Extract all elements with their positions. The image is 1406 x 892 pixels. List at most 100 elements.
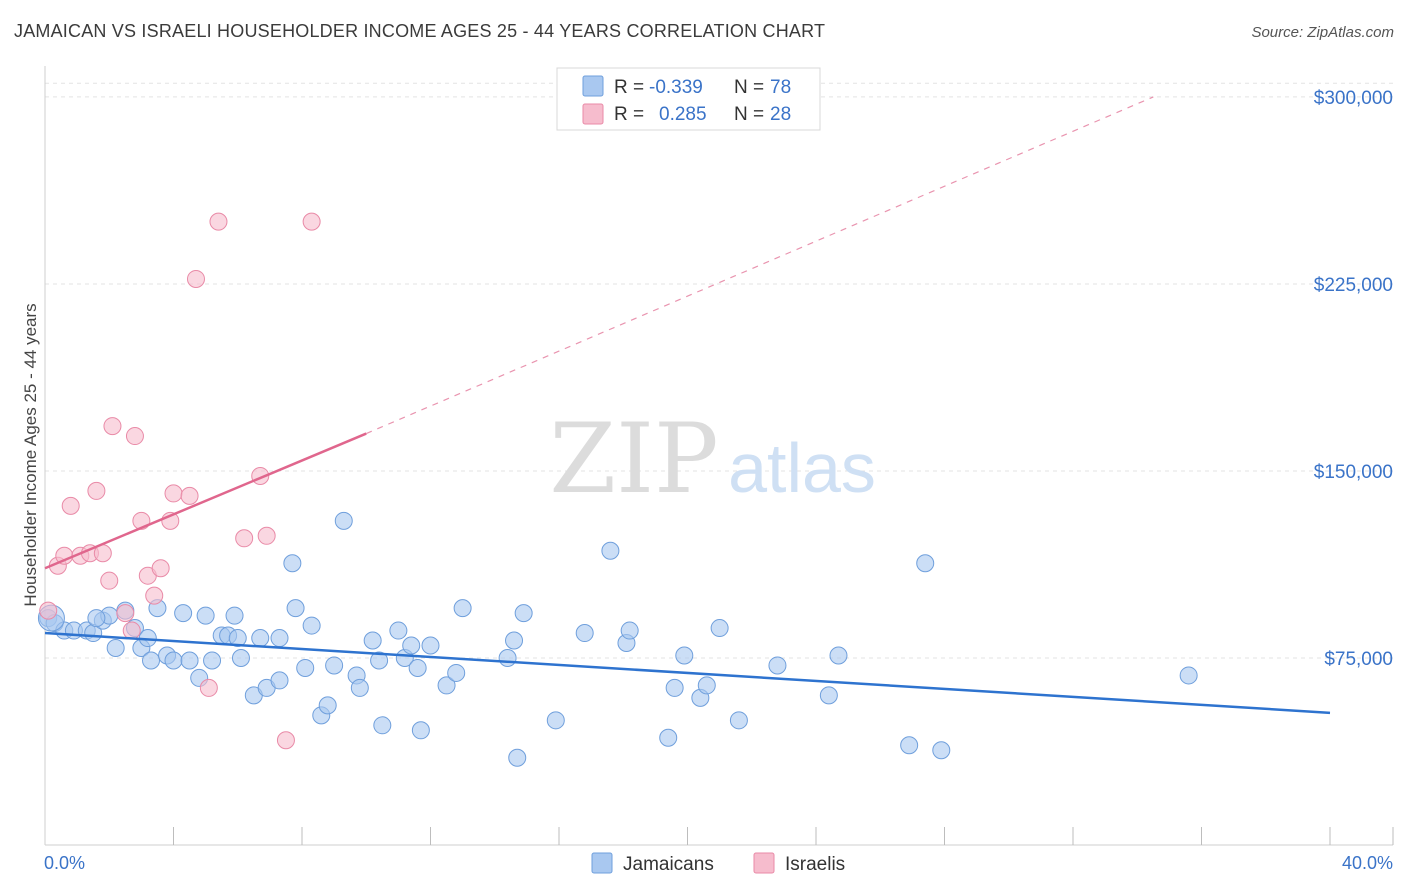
legend-n-label: N = <box>734 77 764 98</box>
jamaican-point <box>286 599 305 618</box>
israeli-trend-line <box>44 432 367 570</box>
jamaican-point <box>270 671 289 690</box>
jamaicans-legend-label: Jamaicans <box>623 854 714 875</box>
watermark-zip: ZIP <box>549 403 718 515</box>
legend-r-value-israeli: 0.285 <box>659 104 707 125</box>
israeli-point <box>257 526 276 545</box>
israeli-point <box>164 484 183 503</box>
y-axis-label: Householder Income Ages 25 - 44 years <box>21 303 40 606</box>
jamaican-point <box>575 624 594 643</box>
jamaican-point <box>180 651 199 670</box>
series-legend: Jamaicans Israelis <box>591 852 845 875</box>
jamaican-point <box>916 554 935 573</box>
legend-r-label: R = <box>614 104 644 125</box>
jamaican-point <box>87 609 106 628</box>
jamaican-point <box>196 606 215 625</box>
jamaican-point <box>318 696 337 715</box>
source-credit: Source: ZipAtlas.com <box>1251 24 1394 41</box>
watermark: ZIP atlas <box>549 403 876 515</box>
axes <box>44 66 1394 846</box>
jamaican-point <box>363 631 382 650</box>
watermark-atlas: atlas <box>728 429 876 507</box>
israeli-point <box>145 586 164 605</box>
israeli-point <box>209 212 228 231</box>
y-tick-label: $75,000 <box>1324 649 1393 670</box>
jamaican-point <box>174 604 193 623</box>
jamaican-point <box>302 616 321 635</box>
jamaican-point <box>408 658 427 677</box>
legend-n-value-jamaican: 78 <box>770 77 791 98</box>
jamaican-point <box>729 711 748 730</box>
jamaican-point <box>142 651 161 670</box>
israeli-point <box>302 212 321 231</box>
israeli-point <box>87 481 106 500</box>
jamaican-point <box>453 599 472 618</box>
israeli-point <box>151 559 170 578</box>
jamaican-point <box>373 716 392 735</box>
jamaican-point <box>665 678 684 697</box>
gridlines <box>45 82 1393 659</box>
israeli-point <box>61 496 80 515</box>
stats-legend: R = -0.339 N = 78 R = 0.285 N = 28 <box>556 67 821 131</box>
y-tick-label: $225,000 <box>1314 275 1393 296</box>
jamaican-point <box>231 648 250 667</box>
jamaican-point <box>164 651 183 670</box>
israeli-point <box>180 486 199 505</box>
jamaican-point <box>251 629 270 648</box>
israeli-point <box>199 678 218 697</box>
jamaican-point <box>106 639 125 658</box>
jamaican-point <box>270 629 289 648</box>
jamaican-point <box>350 678 369 697</box>
israelis-swatch <box>753 852 775 874</box>
jamaicans-swatch <box>591 852 613 874</box>
y-tick-label: $150,000 <box>1314 462 1393 483</box>
x-axis-min-label: 0.0% <box>44 853 85 873</box>
jamaican-point <box>203 651 222 670</box>
jamaican-point <box>389 621 408 640</box>
legend-n-value-israeli: 28 <box>770 104 791 125</box>
jamaican-point <box>1179 666 1198 685</box>
jamaican-point <box>900 736 919 755</box>
jamaican-point <box>228 629 247 648</box>
jamaican-point <box>620 621 639 640</box>
jamaican-trend-line <box>44 631 1331 715</box>
israeli-point <box>235 529 254 548</box>
jamaican-point <box>601 541 620 560</box>
chart-title: JAMAICAN VS ISRAELI HOUSEHOLDER INCOME A… <box>14 21 826 41</box>
y-tick-labels: $75,000 $150,000 $225,000 $300,000 <box>1314 88 1393 670</box>
israelis-legend-label: Israelis <box>785 854 845 875</box>
jamaican-point <box>675 646 694 665</box>
jamaican-point <box>710 619 729 638</box>
legend-r-label: R = <box>614 77 644 98</box>
israeli-point <box>125 427 144 446</box>
jamaican-point <box>819 686 838 705</box>
jamaican-point <box>546 711 565 730</box>
israeli-legend-swatch <box>582 103 604 125</box>
israeli-point <box>103 417 122 436</box>
israeli-point <box>116 604 135 623</box>
jamaican-point <box>402 636 421 655</box>
jamaican-point <box>421 636 440 655</box>
jamaican-point <box>283 554 302 573</box>
jamaican-point <box>296 658 315 677</box>
jamaican-point <box>514 604 533 623</box>
jamaican-point <box>508 748 527 767</box>
jamaican-point <box>697 676 716 695</box>
legend-n-label: N = <box>734 104 764 125</box>
israeli-point <box>100 571 119 590</box>
jamaican-point <box>505 631 524 650</box>
israeli-trend-extension <box>366 96 1154 435</box>
trend-lines <box>44 96 1331 715</box>
jamaican-legend-swatch <box>582 75 604 97</box>
jamaican-point <box>768 656 787 675</box>
jamaican-point <box>411 721 430 740</box>
jamaican-point <box>437 676 456 695</box>
jamaican-point <box>447 663 466 682</box>
israeli-point <box>122 621 141 640</box>
jamaican-point <box>932 741 951 760</box>
jamaican-point <box>829 646 848 665</box>
jamaican-point <box>659 728 678 747</box>
x-axis-max-label: 40.0% <box>1342 853 1393 873</box>
jamaican-point <box>225 606 244 625</box>
